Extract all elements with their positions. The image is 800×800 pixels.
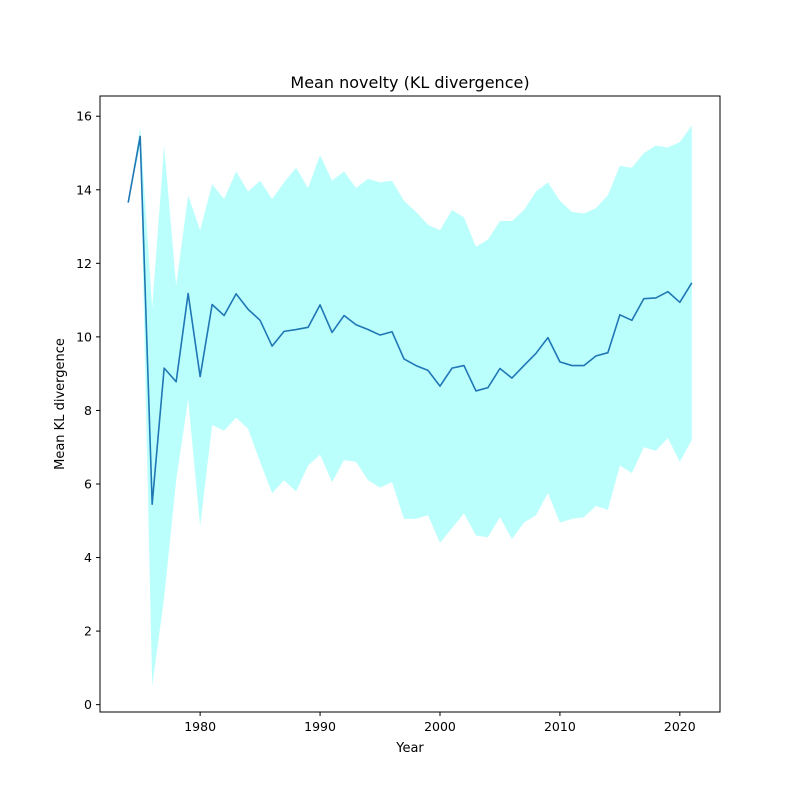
x-tick-label: 1980 [184,719,216,734]
data-point [631,319,633,321]
data-point [583,365,585,367]
data-point [547,337,549,339]
y-tick-label: 4 [84,550,92,565]
plot-area [127,125,693,687]
data-point [523,365,525,367]
data-point [619,314,621,316]
data-point [235,293,237,295]
data-point [415,365,417,367]
data-point [271,345,273,347]
x-tick-label: 1990 [304,719,336,734]
x-tick-label: 2010 [544,719,576,734]
data-point [211,304,213,306]
data-point [283,330,285,332]
data-point [295,329,297,331]
x-tick-label: 2020 [664,719,696,734]
data-point [139,135,141,137]
data-point [163,367,165,369]
data-point [379,334,381,336]
data-point [535,352,537,354]
chart-title: Mean novelty (KL divergence) [290,73,529,92]
data-point [595,355,597,357]
y-tick-label: 0 [84,697,92,712]
data-point [187,292,189,294]
data-point [475,390,477,392]
data-point [331,331,333,333]
y-axis-label: Mean KL divergence [53,338,68,470]
data-point [151,503,153,505]
data-point [691,282,693,284]
x-tick-label: 2000 [424,719,456,734]
data-point [367,329,369,331]
data-point [487,387,489,389]
data-point [319,304,321,306]
data-point [307,326,309,328]
confidence-band [128,125,692,687]
mean-line [127,135,693,506]
y-tick-label: 6 [84,476,92,491]
x-axis-label: Year [395,741,424,756]
data-point [607,352,609,354]
data-point [391,331,393,333]
y-tick-label: 8 [84,403,92,418]
x-axis: 1980 1990 2000 2010 2020 [184,712,696,734]
data-point [655,297,657,299]
axes-frame [99,95,721,713]
data-point [427,369,429,371]
data-point [247,308,249,310]
y-tick-label: 12 [76,256,92,271]
data-point [199,376,201,378]
data-point [439,385,441,387]
data-point [571,365,573,367]
data-point [643,298,645,300]
data-point [463,365,465,367]
data-point [679,301,681,303]
data-point [175,381,177,383]
data-point [355,324,357,326]
y-tick-label: 10 [76,329,92,344]
data-point [343,315,345,317]
data-point [259,319,261,321]
data-point [559,361,561,363]
data-point [451,367,453,369]
data-point [223,315,225,317]
y-tick-label: 14 [76,182,92,197]
data-point [403,358,405,360]
data-point [667,291,669,293]
data-point [499,368,501,370]
data-point [511,377,513,379]
y-tick-label: 16 [76,109,92,124]
y-axis: 0 2 4 6 8 10 12 14 16 [76,109,100,712]
data-point [127,202,129,204]
y-tick-label: 2 [84,624,92,639]
